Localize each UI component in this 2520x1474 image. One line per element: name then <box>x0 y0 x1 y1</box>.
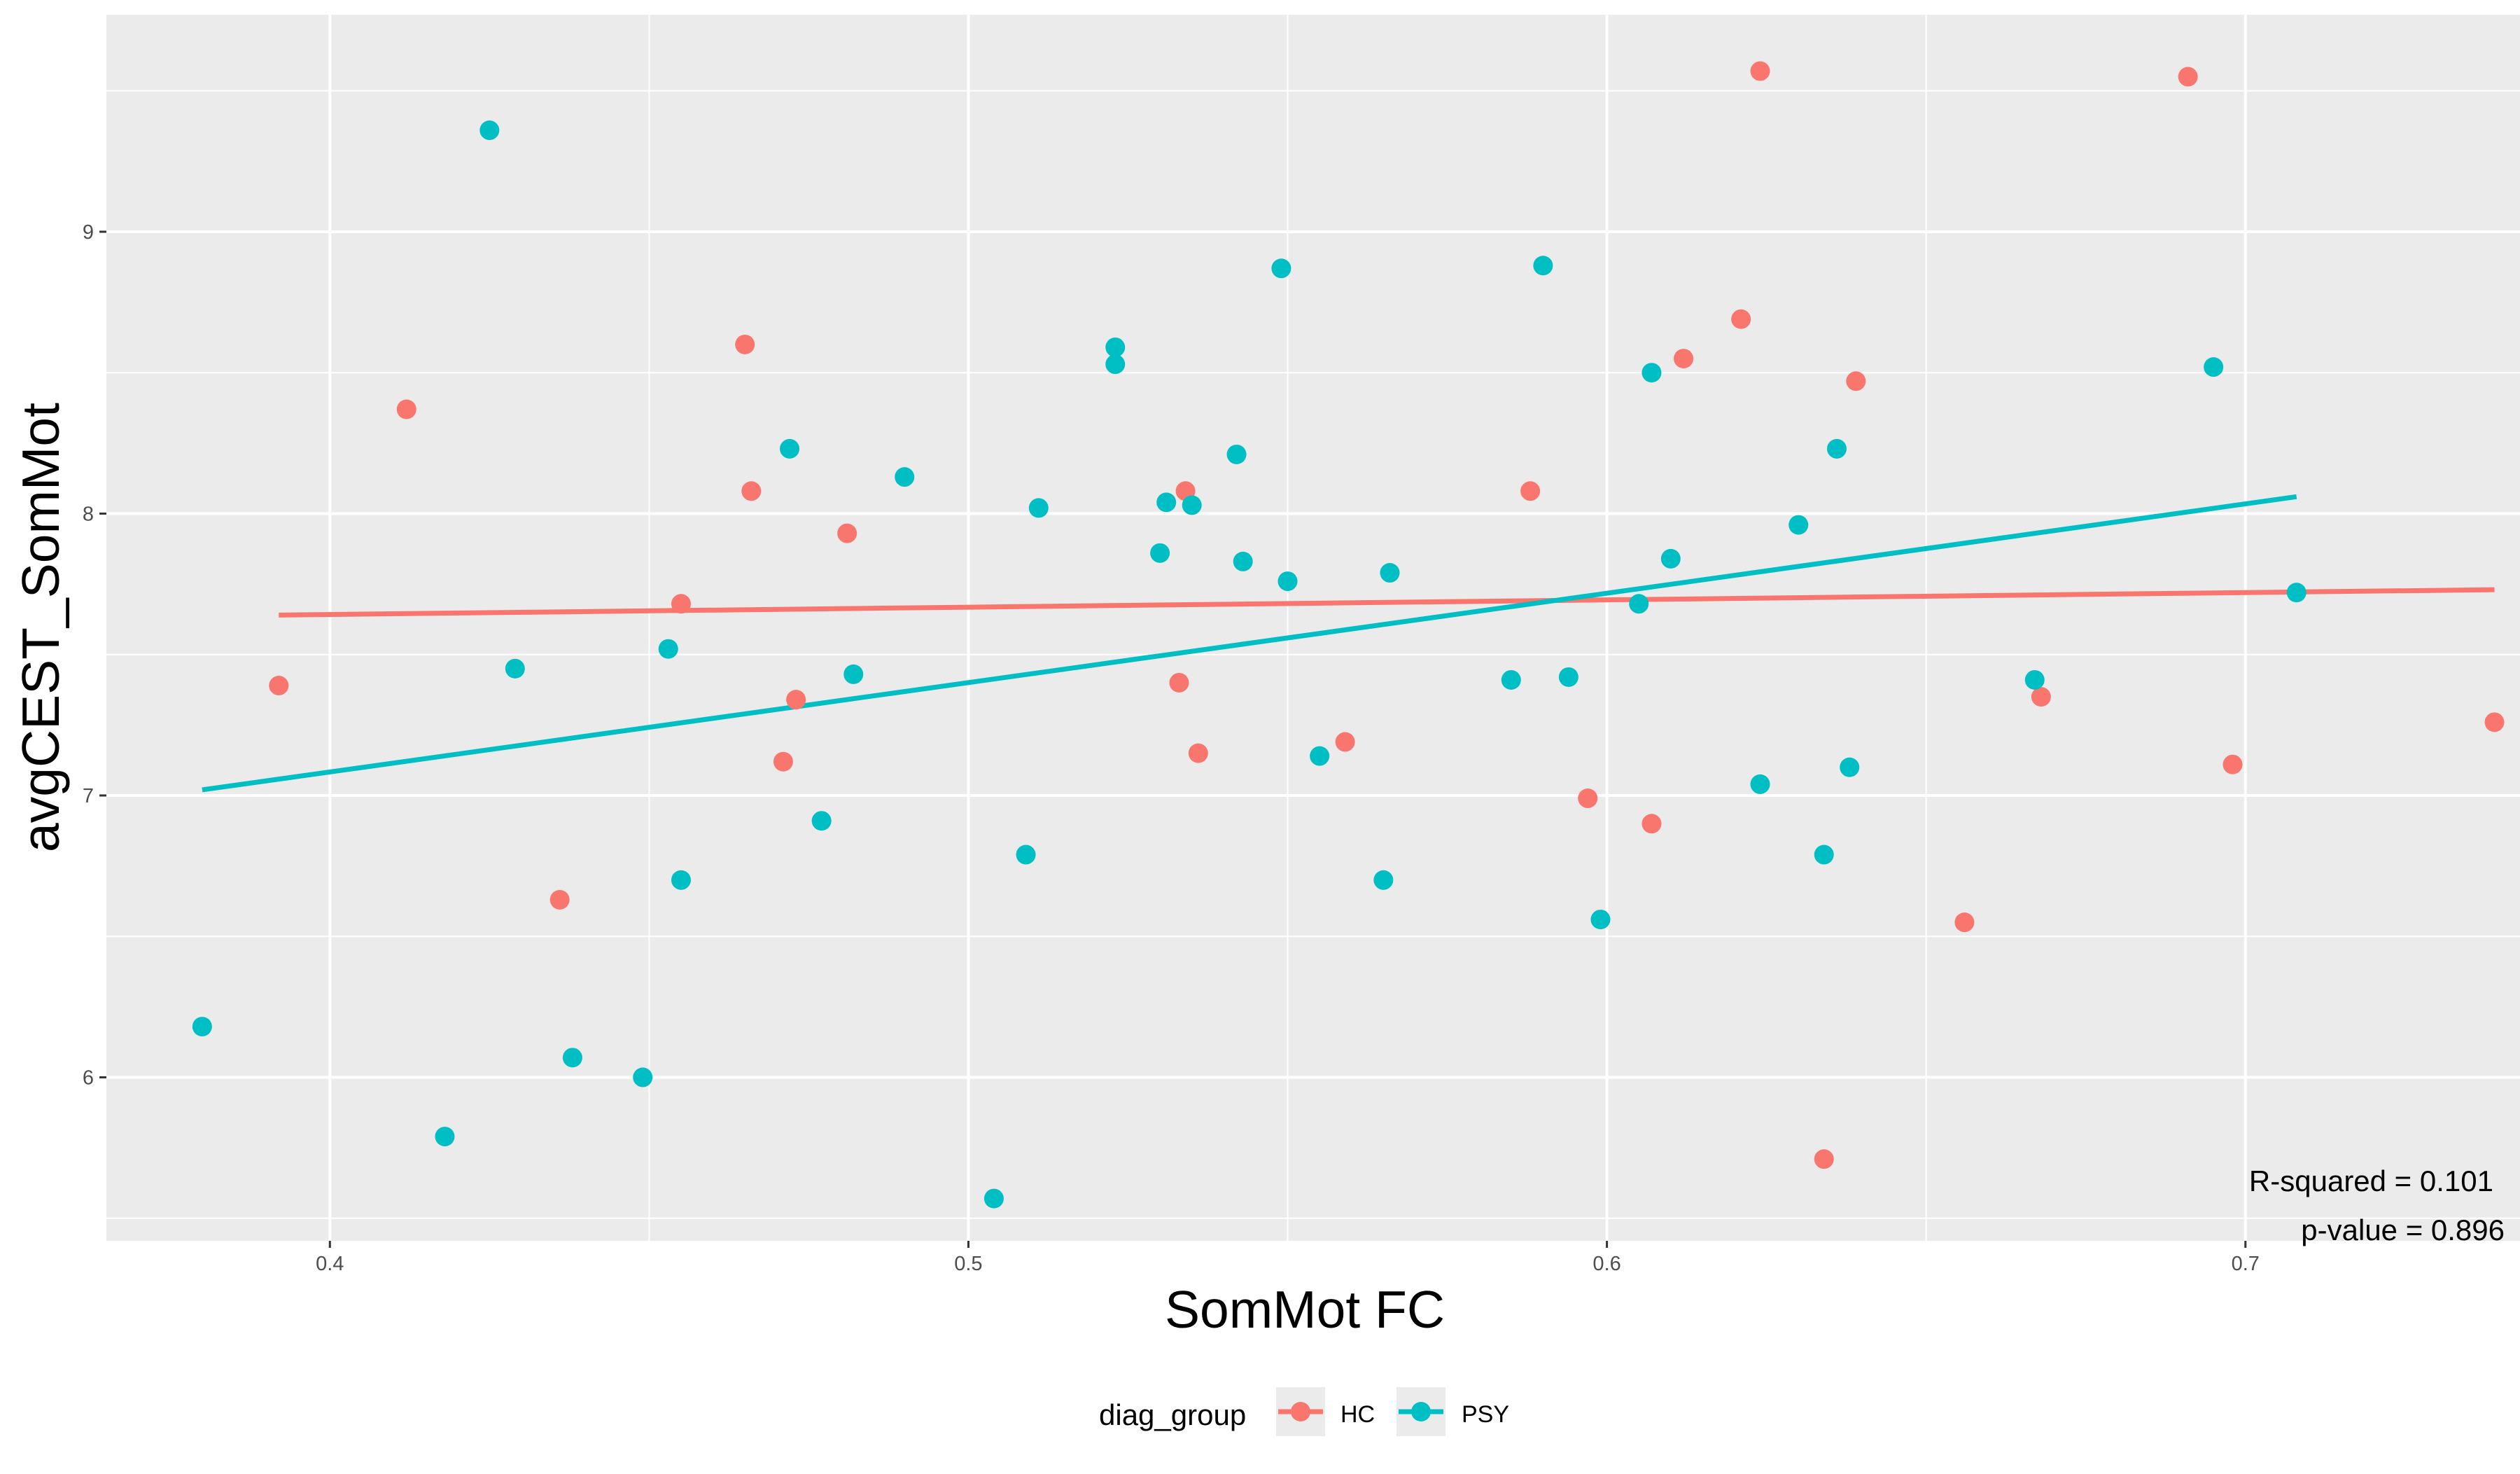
data-point-psy <box>1016 844 1036 865</box>
legend-label-psy: PSY <box>1462 1401 1509 1428</box>
data-point-hc <box>1169 672 1189 693</box>
data-point-hc <box>671 594 691 614</box>
x-tick-label: 0.4 <box>316 1253 344 1275</box>
data-point-psy <box>1028 498 1049 518</box>
legend-title: diag_group <box>1099 1398 1246 1431</box>
data-point-psy <box>505 658 525 679</box>
fit-line-hc <box>279 587 2495 618</box>
fit-line-psy <box>202 494 2297 793</box>
data-point-psy <box>1105 354 1126 375</box>
data-point-psy <box>1558 667 1578 687</box>
r-squared-annotation: R-squared = 0.101 <box>2249 1164 2493 1197</box>
x-axis-ticks: 0.4 0.5 0.6 0.7 <box>316 1241 2260 1275</box>
data-point-psy <box>192 1017 212 1037</box>
data-point-psy <box>1271 258 1292 279</box>
data-point-hc <box>773 751 793 772</box>
data-point-hc <box>1954 912 1975 933</box>
data-point-psy <box>1380 563 1400 583</box>
legend-label-hc: HC <box>1340 1401 1375 1428</box>
legend-item-hc: HC <box>1276 1387 1375 1436</box>
data-point-hc <box>1731 309 1751 329</box>
data-point-hc <box>2222 754 2243 774</box>
data-point-hc <box>741 481 762 501</box>
y-tick-label: 7 <box>83 785 94 807</box>
data-point-hc <box>1335 732 1355 752</box>
data-points <box>192 61 2505 1209</box>
data-point-psy <box>562 1048 582 1068</box>
data-point-psy <box>1310 746 1330 766</box>
grid-minor <box>106 15 2520 1241</box>
data-point-hc <box>1674 349 1694 369</box>
data-point-psy <box>780 438 800 459</box>
data-point-hc <box>2178 67 2198 87</box>
plot-panel <box>106 15 2520 1241</box>
data-point-psy <box>1533 256 1553 276</box>
data-point-psy <box>1233 551 1253 571</box>
legend: diag_group HC PSY <box>1099 1387 1509 1436</box>
data-point-psy <box>2204 357 2224 377</box>
y-axis-title: avgCEST_SomMot <box>11 403 70 852</box>
data-point-psy <box>1814 844 1834 865</box>
data-point-psy <box>1182 495 1202 515</box>
x-tick-label: 0.7 <box>2232 1253 2260 1275</box>
data-point-psy <box>1278 571 1298 592</box>
data-point-psy <box>1226 444 1247 464</box>
data-point-psy <box>2024 669 2045 690</box>
data-point-hc <box>269 676 289 696</box>
p-value-annotation: p-value = 0.896 <box>2301 1214 2505 1246</box>
legend-dot-hc <box>1291 1402 1310 1421</box>
data-point-psy <box>1660 548 1681 569</box>
data-point-hc <box>786 690 806 710</box>
y-axis-ticks: 6 7 8 9 <box>83 221 106 1090</box>
data-point-psy <box>1150 543 1170 563</box>
data-point-psy <box>479 120 500 141</box>
x-tick-label: 0.5 <box>954 1253 982 1275</box>
data-point-hc <box>396 399 416 419</box>
y-tick-label: 8 <box>83 503 94 525</box>
legend-dot-psy <box>1411 1402 1431 1421</box>
data-point-psy <box>1501 669 1521 690</box>
data-point-hc <box>1642 814 1662 834</box>
data-point-psy <box>811 811 832 831</box>
data-point-psy <box>1629 594 1649 614</box>
data-point-psy <box>1788 515 1809 535</box>
y-tick-label: 9 <box>83 221 94 244</box>
data-point-psy <box>1840 757 1860 777</box>
data-point-psy <box>1750 774 1770 794</box>
data-point-hc <box>1578 788 1598 809</box>
data-point-psy <box>1590 910 1611 930</box>
data-point-hc <box>837 523 858 543</box>
data-point-psy <box>671 870 691 890</box>
data-point-psy <box>844 664 864 684</box>
data-point-hc <box>1520 481 1541 501</box>
data-point-psy <box>1642 363 1662 383</box>
data-point-psy <box>895 467 915 487</box>
x-tick-label: 0.6 <box>1592 1253 1620 1275</box>
data-point-psy <box>633 1067 653 1087</box>
data-point-hc <box>2031 687 2051 707</box>
data-point-psy <box>658 639 678 659</box>
data-point-psy <box>1156 492 1177 513</box>
data-point-psy <box>983 1188 1004 1209</box>
data-point-hc <box>1814 1149 1834 1169</box>
data-point-hc <box>1846 371 1866 391</box>
data-point-hc <box>1188 743 1208 763</box>
grid-major <box>106 15 2520 1241</box>
data-point-psy <box>1826 438 1847 459</box>
data-point-psy <box>435 1127 455 1147</box>
x-axis-title: SomMot FC <box>1165 1280 1445 1339</box>
y-tick-label: 6 <box>83 1067 94 1090</box>
data-point-psy <box>2286 583 2306 603</box>
data-point-psy <box>1373 870 1394 890</box>
fit-lines <box>202 494 2495 793</box>
data-point-hc <box>2484 712 2505 732</box>
legend-item-psy: PSY <box>1396 1387 1509 1436</box>
data-point-hc <box>1750 61 1770 81</box>
data-point-hc <box>550 889 570 910</box>
data-point-psy <box>1105 337 1126 357</box>
data-point-hc <box>735 334 755 354</box>
